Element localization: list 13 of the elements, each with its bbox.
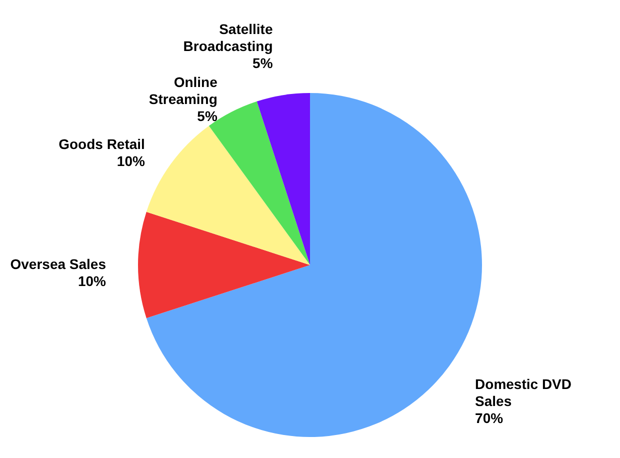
data-label: 5% (252, 54, 274, 71)
slice-label: Online Streaming (148, 74, 218, 108)
data-label: 5% (197, 108, 218, 124)
slice-label: Goods Retail (58, 136, 145, 152)
pie-slice (138, 212, 310, 318)
pie-slice (146, 126, 310, 265)
pie-slice (256, 93, 310, 265)
slice-label: Satellite Broadcasting (183, 20, 273, 54)
data-label: 70% (475, 410, 504, 426)
data-label: 10% (78, 273, 107, 289)
slice-label: Domestic DVD Sales (475, 376, 572, 409)
data-label: 10% (116, 153, 146, 170)
slice-label: Oversea Sales (10, 256, 106, 272)
